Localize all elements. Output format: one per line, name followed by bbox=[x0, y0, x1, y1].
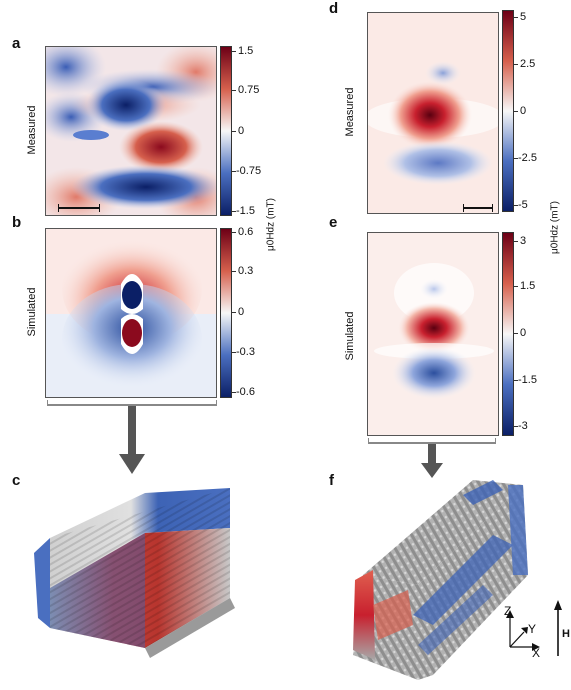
measured-map-a-image bbox=[46, 47, 216, 215]
scale-bar-a bbox=[58, 204, 100, 212]
colorbar-b-tickmark bbox=[232, 271, 236, 272]
axis-label-y: Y bbox=[528, 622, 537, 636]
colorbar-e-tickmark bbox=[514, 333, 518, 334]
simulated-map-b bbox=[45, 228, 217, 398]
colorbar-e-tickmark bbox=[514, 286, 518, 287]
structure-3d-c bbox=[34, 488, 235, 658]
panel-letter-f: f bbox=[329, 472, 334, 489]
colorbar-unit-right: μ0Hdz (mT) bbox=[549, 201, 561, 254]
field-arrow-icon bbox=[554, 600, 562, 656]
colorbar-d-tick-5: -5 bbox=[518, 199, 528, 211]
colorbar-e-tick-5: -3 bbox=[518, 420, 528, 432]
colorbar-unit-left: μ0Hdz (mT) bbox=[265, 198, 277, 251]
colorbar-a-tick-3: 0 bbox=[238, 125, 245, 137]
row-label-measured-a: Measured bbox=[26, 105, 38, 155]
measured-map-d bbox=[367, 12, 499, 214]
simulated-map-b-image bbox=[46, 229, 216, 397]
colorbar-e-tick-1: 3 bbox=[520, 235, 527, 247]
bracket-e bbox=[368, 438, 496, 444]
colorbar-b-tick-5: -0.6 bbox=[236, 386, 255, 398]
colorbar-b-tickmark bbox=[232, 232, 236, 233]
colorbar-a-tick-2: 0.75 bbox=[238, 84, 260, 96]
colorbar-d-tick-3: 0 bbox=[520, 105, 527, 117]
axes-icon bbox=[506, 610, 540, 651]
colorbar-b-tick-3: 0 bbox=[238, 306, 245, 318]
row-label-simulated-b: Simulated bbox=[26, 287, 38, 337]
colorbar-b-tickmark bbox=[232, 352, 236, 353]
colorbar-b bbox=[220, 228, 232, 398]
colorbar-d-tickmark bbox=[514, 205, 518, 206]
colorbar-d-tick-2: 2.5 bbox=[520, 58, 536, 70]
colorbar-e-tickmark bbox=[514, 241, 518, 242]
colorbar-d-tick-1: 5 bbox=[520, 11, 527, 23]
colorbar-a-tickmark bbox=[232, 171, 236, 172]
colorbar-e bbox=[502, 232, 514, 436]
colorbar-a-tickmark bbox=[232, 51, 236, 52]
colorbar-b-tickmark bbox=[232, 312, 236, 313]
measured-map-d-image bbox=[368, 13, 498, 213]
colorbar-b-tick-2: 0.3 bbox=[238, 265, 254, 277]
simulated-map-e-image bbox=[368, 233, 498, 435]
colorbar-b-tick-1: 0.6 bbox=[238, 226, 254, 238]
colorbar-e-tickmark bbox=[514, 426, 518, 427]
scale-bar-d bbox=[463, 204, 493, 212]
colorbar-d-tickmark bbox=[514, 158, 518, 159]
axis-label-z: Z bbox=[504, 604, 512, 618]
colorbar-e-tick-3: 0 bbox=[520, 327, 527, 339]
axis-label-x: X bbox=[532, 646, 541, 660]
simulated-map-e bbox=[367, 232, 499, 436]
colorbar-e-tick-2: 1.5 bbox=[520, 280, 536, 292]
colorbar-a-tickmark bbox=[232, 211, 236, 212]
panel-letter-c: c bbox=[12, 472, 21, 489]
colorbar-a-tickmark bbox=[232, 90, 236, 91]
colorbar-a bbox=[220, 46, 232, 216]
down-arrow-icon bbox=[421, 444, 443, 478]
colorbar-d-tickmark bbox=[514, 111, 518, 112]
panel-letter-a: a bbox=[12, 35, 21, 52]
colorbar-b-tickmark bbox=[232, 392, 236, 393]
field-label-h: H bbox=[562, 628, 570, 640]
panel-letter-e: e bbox=[329, 214, 338, 231]
colorbar-e-tick-4: -1.5 bbox=[518, 374, 537, 386]
colorbar-e-tickmark bbox=[514, 380, 518, 381]
colorbar-d-tick-4: -2.5 bbox=[518, 152, 537, 164]
structure-3d-f bbox=[353, 480, 528, 680]
row-label-simulated-e: Simulated bbox=[344, 311, 356, 361]
colorbar-d-tickmark bbox=[514, 64, 518, 65]
colorbar-a-tick-4: -0.75 bbox=[236, 165, 262, 177]
row-label-measured-d: Measured bbox=[344, 87, 356, 137]
colorbar-d bbox=[502, 10, 514, 212]
colorbar-a-tick-5: -1.5 bbox=[236, 205, 255, 217]
colorbar-a-tickmark bbox=[232, 131, 236, 132]
colorbar-d-tickmark bbox=[514, 17, 518, 18]
panel-letter-d: d bbox=[329, 0, 339, 17]
colorbar-b-tick-4: -0.3 bbox=[236, 346, 255, 358]
measured-map-a bbox=[45, 46, 217, 216]
colorbar-a-tick-1: 1.5 bbox=[238, 45, 254, 57]
bracket-b bbox=[47, 400, 217, 406]
down-arrow-icon bbox=[119, 406, 145, 474]
panel-letter-b: b bbox=[12, 214, 22, 231]
